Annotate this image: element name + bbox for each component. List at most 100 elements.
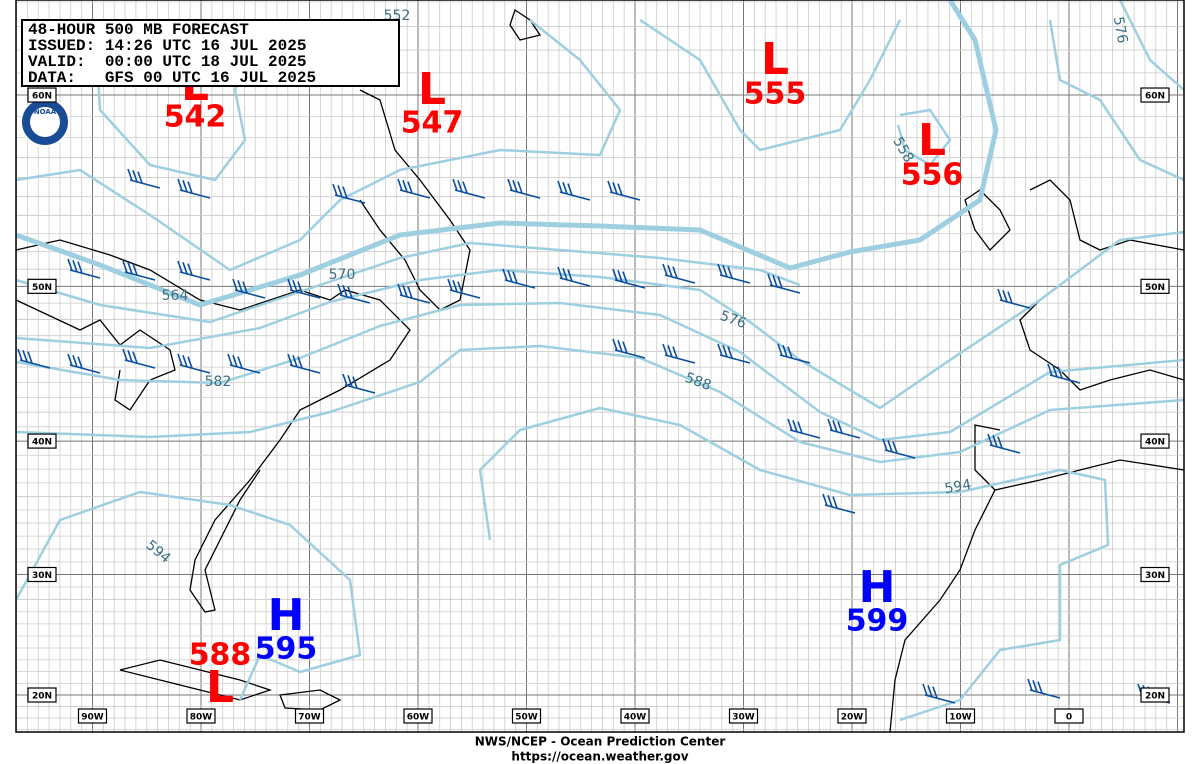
- barb-tick: [792, 420, 798, 433]
- barb-tick: [887, 440, 893, 453]
- barb-tick: [292, 355, 298, 368]
- barb-staff: [609, 191, 641, 201]
- longitude-label: 30W: [732, 713, 755, 723]
- label-box: [728, 708, 759, 724]
- barb-tick: [177, 260, 183, 273]
- barb-staff: [664, 354, 696, 364]
- center-letter: L: [418, 64, 446, 115]
- noaa-logo: NOAA: [20, 97, 70, 147]
- barb-tick: [237, 280, 243, 293]
- barb-tick: [832, 496, 838, 509]
- barb-tick: [562, 268, 568, 281]
- barb-tick: [72, 260, 78, 273]
- barb-tick: [1027, 678, 1033, 691]
- grid: [16, 0, 1184, 732]
- longitude-label: 20W: [841, 713, 864, 723]
- barb-tick: [187, 356, 193, 369]
- header-line: DATA: GFS 00 UTC 16 JUL 2025: [28, 69, 316, 87]
- barb-staff: [229, 364, 261, 374]
- barb-tick: [342, 186, 348, 199]
- longitude-label: 0: [1066, 713, 1072, 723]
- barb-staff: [344, 384, 376, 394]
- barb-tick: [227, 353, 233, 366]
- barb-tick: [512, 271, 518, 284]
- barb-tick: [187, 181, 193, 194]
- barb-tick: [232, 355, 238, 368]
- label-box: [1140, 566, 1170, 583]
- barb-tick: [507, 270, 513, 283]
- barb-tick: [407, 286, 413, 299]
- barb-tick: [507, 178, 513, 191]
- label-box: [1140, 278, 1170, 294]
- footer-line: https://ocean.weather.gov: [511, 750, 688, 764]
- barb-staff: [334, 194, 366, 204]
- center-value: 599: [846, 604, 909, 639]
- barb-tick: [127, 168, 133, 181]
- height-contours: [14, 0, 1185, 722]
- barb-tick: [182, 355, 188, 368]
- barb-staff: [124, 271, 156, 281]
- latitude-label: 40N: [1145, 438, 1165, 448]
- barb-tick: [237, 356, 243, 369]
- contour-line: [93, 19, 262, 182]
- barb-staff: [504, 279, 536, 289]
- longitude-label: 70W: [298, 713, 321, 723]
- barb-staff: [69, 364, 101, 374]
- barb-tick: [342, 373, 348, 386]
- barb-tick: [932, 686, 938, 699]
- barb-tick: [617, 183, 623, 196]
- barb-tick: [667, 265, 673, 278]
- barb-tick: [287, 278, 293, 291]
- barb-tick: [607, 180, 613, 193]
- contour-line: [15, 241, 801, 324]
- logo-text: NOAA: [34, 108, 57, 116]
- barb-tick: [27, 351, 33, 364]
- barb-tick: [132, 351, 138, 364]
- longitude-label: 60W: [407, 713, 430, 723]
- longitude-label: 90W: [81, 713, 104, 723]
- barb-tick: [122, 348, 128, 361]
- barb-tick: [667, 345, 673, 358]
- barb-tick: [662, 263, 668, 276]
- longitude-label: 50W: [515, 713, 538, 723]
- contour-line: [478, 406, 1110, 722]
- barb-staff: [779, 354, 811, 364]
- barb-tick: [407, 181, 413, 194]
- header-line: 48-HOUR 500 MB FORECAST: [28, 21, 249, 39]
- barb-staff: [179, 271, 211, 281]
- barb-tick: [462, 181, 468, 194]
- barb-staff: [19, 359, 51, 369]
- barb-tick: [1047, 363, 1053, 376]
- label-box: [1054, 708, 1084, 724]
- barb-tick: [787, 346, 793, 359]
- barb-staff: [829, 429, 861, 439]
- barb-tick: [67, 258, 73, 271]
- barb-tick: [882, 438, 888, 451]
- barb-tick: [347, 286, 353, 299]
- barb-tick: [782, 345, 788, 358]
- barb-staff: [989, 444, 1021, 454]
- label-box: [620, 708, 650, 724]
- barb-staff: [339, 294, 371, 304]
- barb-staff: [399, 189, 431, 199]
- barb-tick: [797, 421, 803, 434]
- barb-tick: [717, 343, 723, 356]
- logo-inner: [30, 107, 60, 137]
- center-value: 555: [744, 77, 807, 112]
- barb-tick: [182, 262, 188, 275]
- barb-tick: [672, 346, 678, 359]
- barb-tick: [187, 263, 193, 276]
- barb-tick: [512, 180, 518, 193]
- label-box: [294, 708, 325, 724]
- header-line: ISSUED: 14:26 UTC 16 JUL 2025: [28, 37, 306, 55]
- longitude-label: 40W: [624, 713, 647, 723]
- label-box: [1140, 87, 1170, 103]
- barb-tick: [837, 421, 843, 434]
- header-box: 48-HOUR 500 MB FORECAST ISSUED: 14:26 UT…: [21, 19, 400, 87]
- barb-tick: [927, 685, 933, 698]
- barb-staff: [884, 449, 916, 459]
- barb-tick: [1002, 290, 1008, 303]
- barb-tick: [822, 493, 828, 506]
- barb-tick: [997, 436, 1003, 449]
